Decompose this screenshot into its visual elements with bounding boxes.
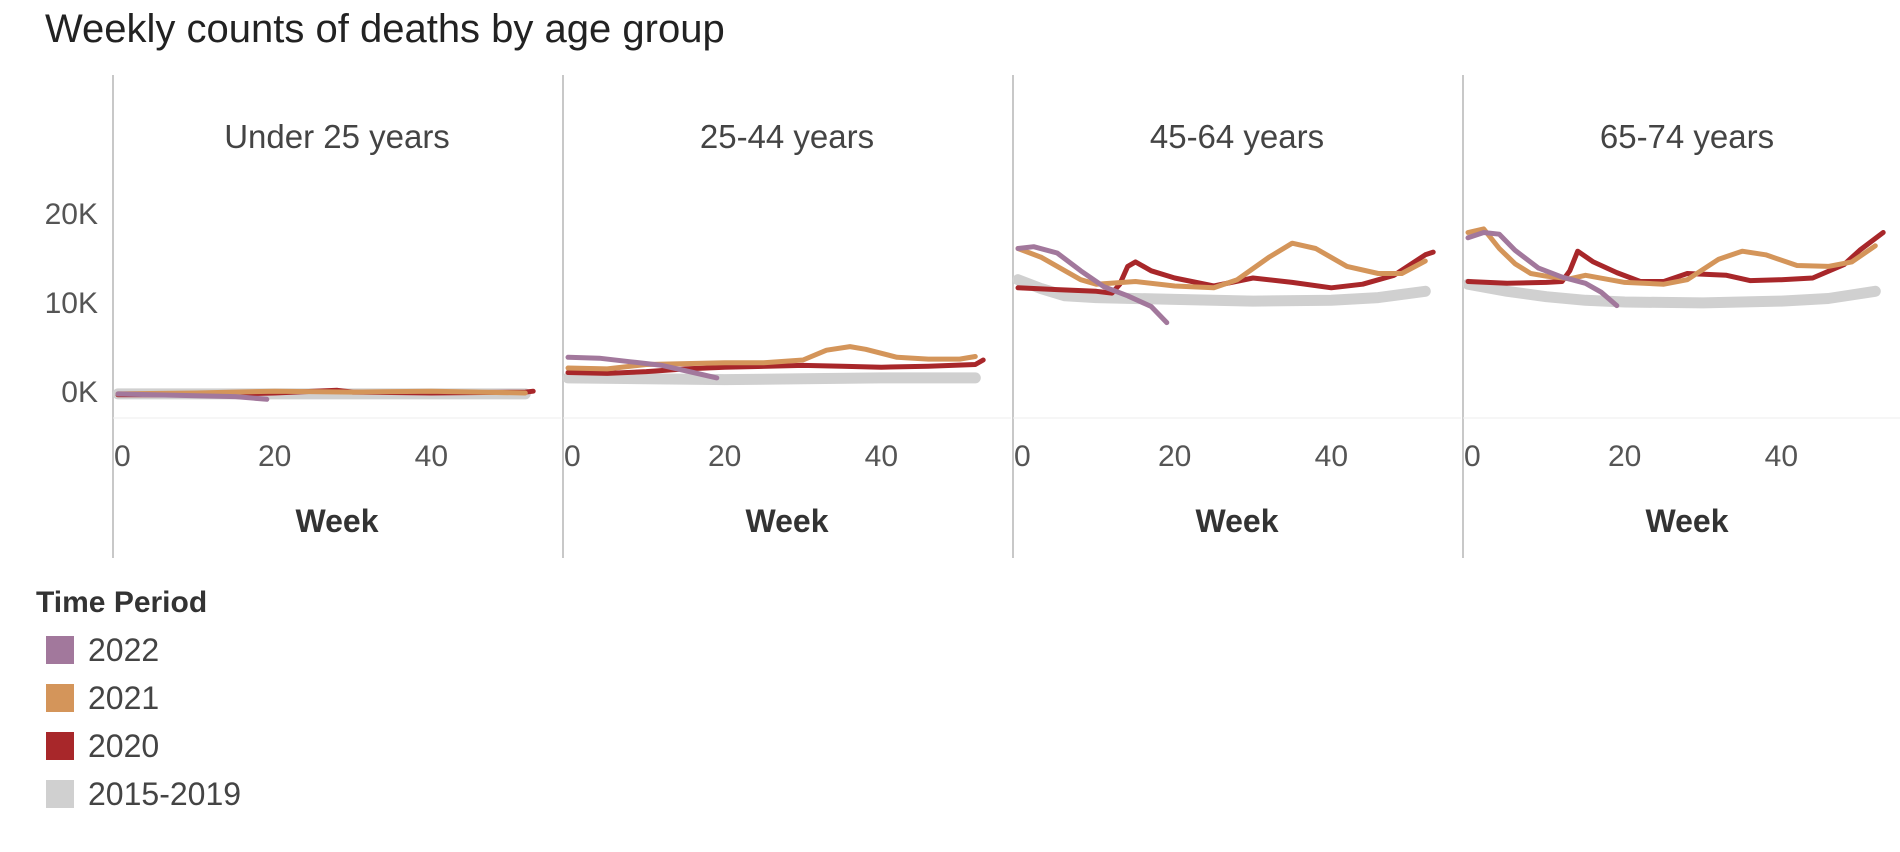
- legend-item[interactable]: 2021: [46, 680, 159, 716]
- x-tick-label: 40: [1765, 440, 1798, 473]
- legend-swatch: [46, 636, 74, 664]
- x-axis-label: Week: [745, 503, 828, 539]
- legend-swatch: [46, 684, 74, 712]
- facet-panel: 45-64 years 0 20 40 Week: [1012, 75, 1461, 558]
- x-tick-label: 40: [865, 440, 898, 473]
- legend-swatch: [46, 780, 74, 808]
- series-line-2022: [115, 391, 270, 402]
- x-tick-label: 0: [564, 440, 581, 473]
- x-axis-label: Week: [1645, 503, 1728, 539]
- legend-label: 2015-2019: [88, 776, 241, 812]
- legend-title: Time Period: [36, 586, 207, 619]
- panel-title: 65-74 years: [1600, 118, 1774, 155]
- x-tick-label: 20: [258, 440, 291, 473]
- facet-panel: 65-74 years 0 20 40 Week: [1462, 75, 1900, 558]
- facet-panel: 25-44 years 0 20 40 Week: [562, 75, 1011, 558]
- x-tick-label: 20: [708, 440, 741, 473]
- legend-label: 2022: [88, 632, 159, 668]
- series-line-2015-2019: [562, 372, 981, 386]
- series-line-2020: [565, 357, 986, 376]
- x-tick-label: 40: [1315, 440, 1348, 473]
- x-tick-label: 0: [114, 440, 131, 473]
- x-tick-label: 40: [415, 440, 448, 473]
- panel-title: 25-44 years: [700, 118, 874, 155]
- legend-label: 2021: [88, 680, 159, 716]
- x-tick-label: 20: [1158, 440, 1191, 473]
- x-tick-label: 0: [1464, 440, 1481, 473]
- x-axis-label: Week: [295, 503, 378, 539]
- x-tick-label: 20: [1608, 440, 1641, 473]
- legend-label: 2020: [88, 728, 159, 764]
- series-line-2021: [1015, 240, 1428, 291]
- panel-title: Under 25 years: [224, 118, 450, 155]
- legend: Time Period 2022 2021 2020 2015-2019: [36, 586, 241, 812]
- y-tick-label: 0K: [61, 376, 98, 409]
- series-line-2022: [565, 354, 720, 381]
- series-line-2015-2019: [1462, 278, 1881, 309]
- legend-item[interactable]: 2015-2019: [46, 776, 241, 812]
- y-tick-label: 20K: [45, 198, 98, 231]
- legend-item[interactable]: 2022: [46, 632, 159, 668]
- legend-swatch: [46, 732, 74, 760]
- facet-panel: Under 25 years 0 20 40 Week: [112, 75, 561, 558]
- x-tick-label: 0: [1014, 440, 1031, 473]
- y-tick-label: 10K: [45, 287, 98, 320]
- series-line-2022: [1015, 244, 1170, 326]
- series-line-2021: [1465, 226, 1878, 287]
- panel-title: 45-64 years: [1150, 118, 1324, 155]
- legend-item[interactable]: 2020: [46, 728, 159, 764]
- series-line-2022: [1465, 230, 1620, 309]
- series-line-2020: [1015, 249, 1436, 296]
- chart-title: Weekly counts of deaths by age group: [45, 7, 725, 51]
- x-axis-label: Week: [1195, 503, 1278, 539]
